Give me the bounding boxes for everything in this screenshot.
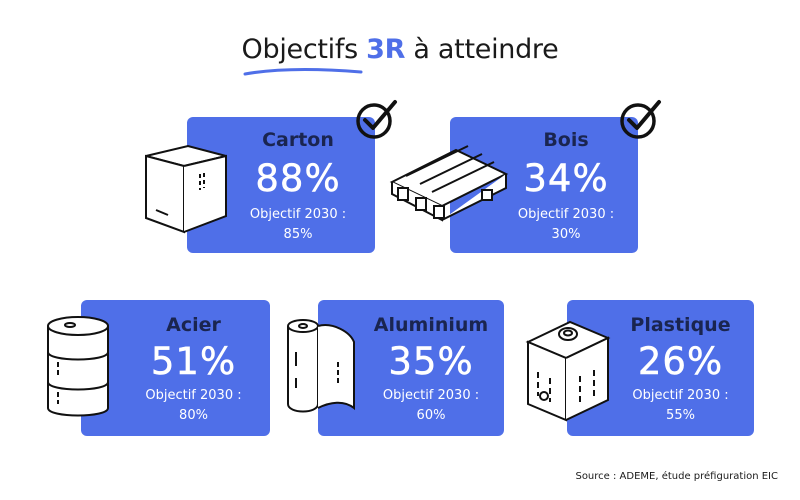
- card-bois: Bois 34% Objectif 2030 : 30%: [450, 117, 638, 253]
- objective-label: Objectif 2030 :: [517, 207, 615, 222]
- card-percent: 51%: [150, 340, 237, 384]
- title-suffix: à atteindre: [405, 34, 559, 65]
- card-percent: 34%: [523, 157, 609, 201]
- card-name: Plastique: [630, 314, 731, 336]
- aluminium-roll-icon: [287, 319, 355, 413]
- title-accent: 3R: [366, 34, 406, 65]
- steel-drum-icon: [47, 316, 109, 417]
- card-objective: Objectif 2030 : 30%: [494, 205, 638, 245]
- card-objective: Objectif 2030 : 55%: [607, 386, 754, 426]
- objective-label: Objectif 2030 :: [382, 388, 480, 403]
- objective-value: 60%: [416, 408, 446, 423]
- title-prefix: Objectifs: [241, 34, 367, 65]
- source-note: Source : ADEME, étude préfiguration EIC: [575, 471, 778, 482]
- objective-label: Objectif 2030 :: [632, 388, 729, 403]
- checkmark-icon: [620, 100, 661, 139]
- page-title: Objectifs 3R à atteindre: [0, 34, 800, 65]
- objective-label: Objectif 2030 :: [145, 388, 242, 403]
- objective-value: 85%: [283, 227, 313, 242]
- card-name: Aluminium: [373, 314, 489, 336]
- cardboard-box-icon: [145, 144, 227, 234]
- card-acier: Acier 51% Objectif 2030 : 80%: [81, 300, 270, 436]
- card-plastique: Plastique 26% Objectif 2030 : 55%: [567, 300, 754, 436]
- card-percent: 26%: [637, 340, 724, 384]
- card-objective: Objectif 2030 : 60%: [358, 386, 504, 426]
- objective-label: Objectif 2030 :: [249, 207, 347, 222]
- card-percent: 35%: [388, 340, 474, 384]
- card-percent: 88%: [255, 157, 341, 201]
- checkmark-icon: [356, 100, 397, 139]
- objective-value: 30%: [551, 227, 581, 242]
- plastic-container-icon: [525, 320, 611, 422]
- objective-value: 80%: [179, 408, 208, 423]
- card-name: Acier: [166, 314, 221, 336]
- wooden-pallet-icon: [389, 145, 509, 222]
- card-name: Carton: [262, 129, 334, 151]
- objective-value: 55%: [666, 408, 695, 423]
- card-objective: Objectif 2030 : 85%: [221, 205, 375, 245]
- card-name: Bois: [543, 129, 589, 151]
- title-underline: [243, 68, 363, 76]
- card-objective: Objectif 2030 : 80%: [117, 386, 270, 426]
